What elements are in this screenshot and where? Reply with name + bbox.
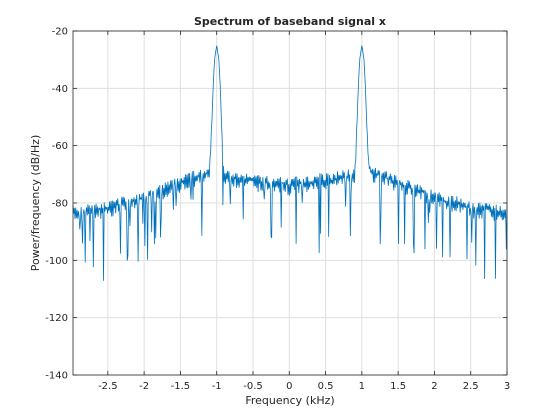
y-tick-label: -20 <box>52 27 68 38</box>
x-tick-label: -2 <box>139 381 149 392</box>
x-tick-label: 2 <box>431 381 437 392</box>
x-tick-label: -0.5 <box>243 381 263 392</box>
spectrum-line <box>72 45 508 281</box>
x-tick-label: 2.5 <box>463 381 479 392</box>
y-tick-label: -40 <box>52 84 68 95</box>
x-axis-label: Frequency (kHz) <box>245 394 334 407</box>
series-layer <box>72 45 508 281</box>
y-tick-label: -120 <box>45 313 68 324</box>
y-tick-label: -140 <box>45 371 68 382</box>
x-tick-label: -1.5 <box>171 381 191 392</box>
x-tick-label: 1.5 <box>390 381 406 392</box>
y-tick-label: -60 <box>52 141 68 152</box>
x-tick-label: 0.5 <box>318 381 334 392</box>
ticks <box>73 30 508 376</box>
x-tick-label: 0 <box>286 381 292 392</box>
x-tick-label: -1 <box>212 381 222 392</box>
x-tick-label: -2.5 <box>98 381 118 392</box>
y-tick-labels: -140 -120 -100 -80 -60 -40 -20 <box>45 27 68 382</box>
chart-title: Spectrum of baseband signal x <box>194 15 386 28</box>
x-tick-label: 1 <box>359 381 365 392</box>
y-tick-label: -80 <box>52 199 68 210</box>
y-axis-label: Power/frequency (dB/Hz) <box>29 135 42 272</box>
y-tick-label: -100 <box>45 256 68 267</box>
x-tick-labels: -2.5 -2 -1.5 -1 -0.5 0 0.5 1 1.5 2 2.5 3 <box>98 381 510 392</box>
x-tick-label: 3 <box>504 381 510 392</box>
